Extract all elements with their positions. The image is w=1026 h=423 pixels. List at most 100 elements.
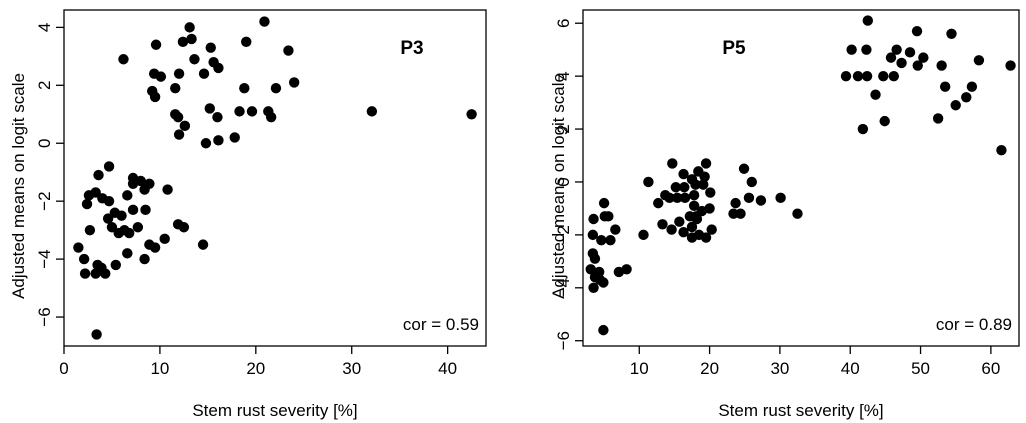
- data-point: [643, 176, 654, 188]
- data-point: [862, 15, 874, 26]
- data-point: [149, 91, 161, 103]
- data-point: [588, 282, 599, 293]
- data-point: [852, 70, 864, 82]
- data-point: [861, 44, 872, 55]
- data-point: [91, 329, 102, 340]
- data-point: [197, 239, 209, 250]
- y-tick-label: 2: [35, 81, 54, 90]
- y-axis: −6 −4 −2 0 2 4 6: [554, 18, 583, 350]
- data-point: [700, 158, 712, 169]
- data-point: [939, 81, 951, 92]
- data-point: [466, 109, 477, 120]
- data-point: [888, 70, 900, 82]
- x-tick-label: 50: [911, 359, 930, 378]
- data-point: [688, 200, 700, 211]
- data-point: [124, 227, 135, 239]
- data-point: [213, 62, 224, 74]
- data-point: [667, 158, 678, 169]
- data-point: [738, 163, 750, 174]
- data-point: [670, 182, 682, 193]
- data-point: [966, 81, 978, 92]
- data-point: [605, 234, 616, 246]
- data-point: [878, 70, 889, 82]
- data-point: [870, 89, 881, 100]
- data-point: [204, 103, 215, 114]
- data-point: [81, 198, 93, 210]
- data-point: [678, 227, 689, 238]
- y-tick-label: 0: [35, 139, 54, 148]
- data-point: [103, 195, 115, 207]
- data-point: [861, 70, 873, 82]
- data-point: [118, 54, 129, 65]
- data-point: [102, 213, 114, 224]
- y-tick-label: −2: [35, 191, 54, 210]
- x-tick-label: 20: [246, 359, 265, 378]
- data-point: [241, 36, 252, 48]
- data-point: [229, 132, 240, 143]
- data-point: [90, 187, 101, 198]
- data-point: [110, 259, 121, 271]
- data-point: [173, 68, 185, 79]
- data-point: [704, 203, 715, 214]
- data-point: [270, 83, 282, 94]
- data-point: [155, 71, 167, 82]
- x-tick-label: 20: [700, 359, 719, 378]
- data-point: [603, 211, 614, 222]
- x-tick-label: 40: [438, 359, 457, 378]
- data-point: [840, 70, 852, 82]
- data-point: [912, 60, 923, 71]
- data-point: [598, 197, 610, 209]
- data-point: [239, 83, 250, 94]
- x-tick-label: 10: [630, 359, 649, 378]
- data-point: [78, 253, 90, 265]
- data-point: [366, 106, 378, 117]
- data-point: [700, 232, 712, 243]
- data-point: [149, 242, 161, 253]
- data-point: [657, 219, 668, 230]
- data-point: [672, 192, 683, 204]
- data-point: [775, 192, 786, 204]
- data-point: [288, 77, 300, 88]
- data-point: [585, 264, 596, 275]
- data-point: [90, 268, 101, 279]
- data-point: [706, 224, 717, 235]
- data-point: [73, 242, 84, 253]
- plot-frame: [63, 9, 487, 347]
- y-tick-label: −6: [35, 307, 54, 326]
- data-point: [691, 213, 703, 225]
- data-point: [170, 83, 181, 94]
- y-axis-label: Adjusted means on logit scale: [9, 73, 28, 299]
- y-tick-label: −2: [554, 225, 573, 244]
- data-point: [93, 169, 104, 181]
- data-point: [79, 268, 91, 279]
- data-point: [587, 229, 599, 241]
- data-point: [150, 39, 162, 50]
- data-point: [122, 190, 133, 201]
- data-point: [746, 176, 757, 188]
- data-point: [743, 192, 755, 204]
- data-point: [686, 221, 698, 233]
- x-tick-label: 40: [841, 359, 860, 378]
- data-point: [690, 179, 701, 190]
- scatter-points: [73, 16, 477, 340]
- data-point: [186, 33, 197, 45]
- data-point: [674, 216, 685, 227]
- y-tick-label: 0: [554, 177, 573, 186]
- scatter-points: [585, 15, 1016, 336]
- data-point: [730, 197, 741, 209]
- y-tick-label: 4: [35, 23, 54, 32]
- data-point: [664, 192, 675, 204]
- data-point: [705, 187, 716, 198]
- y-tick-label: 2: [554, 124, 573, 133]
- data-point: [946, 28, 957, 40]
- panel-p3: P3 cor = 0.59 Stem rust severity [%] Adj…: [9, 9, 487, 420]
- data-point: [139, 184, 150, 195]
- data-point: [911, 25, 923, 37]
- data-point: [106, 222, 118, 233]
- data-point: [755, 195, 767, 206]
- data-point: [139, 253, 150, 265]
- data-point: [857, 123, 869, 135]
- data-point: [189, 54, 200, 65]
- panel-title: P5: [722, 38, 746, 59]
